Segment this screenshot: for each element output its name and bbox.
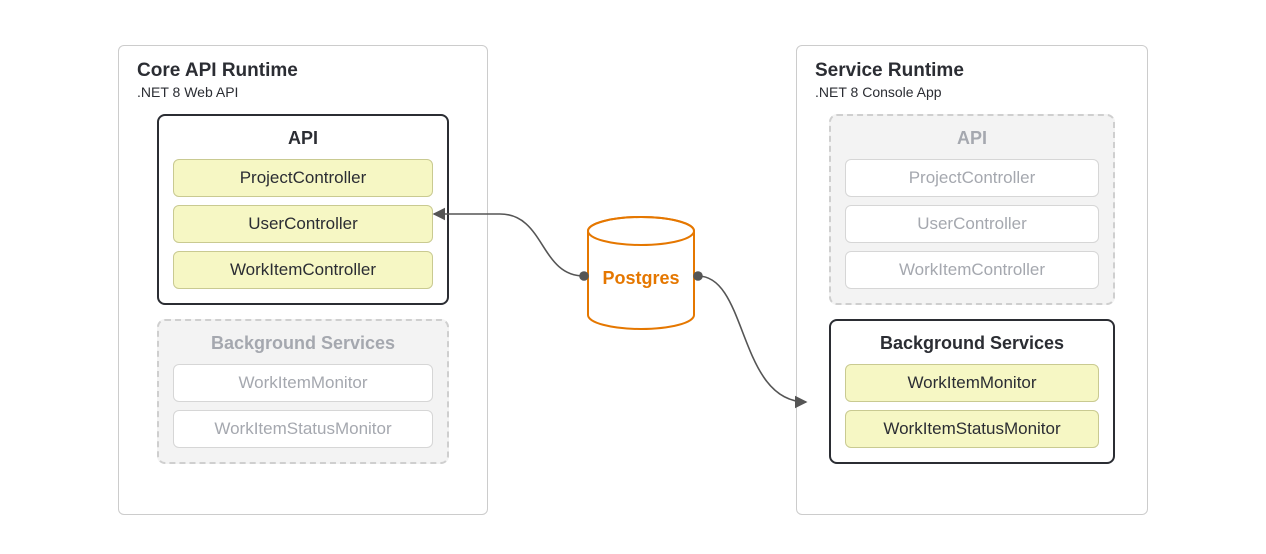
service-runtime-title: Service Runtime (815, 60, 1129, 82)
service-runtime-subtitle: .NET 8 Console App (815, 84, 1129, 100)
core-api-item-project: ProjectController (173, 159, 433, 197)
core-runtime-subtitle: .NET 8 Web API (137, 84, 469, 100)
database-label: Postgres (581, 268, 701, 289)
core-background-group: Background Services WorkItemMonitor Work… (157, 319, 449, 464)
service-api-item-user: UserController (845, 205, 1099, 243)
core-bg-item-statusmonitor: WorkItemStatusMonitor (173, 410, 433, 448)
core-api-group: API ProjectController UserController Wor… (157, 114, 449, 305)
core-api-runtime-box: Core API Runtime .NET 8 Web API API Proj… (118, 45, 488, 515)
service-api-group-title: API (845, 128, 1099, 149)
core-bg-item-monitor: WorkItemMonitor (173, 364, 433, 402)
service-background-group: Background Services WorkItemMonitor Work… (829, 319, 1115, 464)
service-bg-item-statusmonitor: WorkItemStatusMonitor (845, 410, 1099, 448)
core-api-group-title: API (173, 128, 433, 149)
service-bg-item-monitor: WorkItemMonitor (845, 364, 1099, 402)
service-api-item-project: ProjectController (845, 159, 1099, 197)
service-api-group: API ProjectController UserController Wor… (829, 114, 1115, 305)
core-api-item-user: UserController (173, 205, 433, 243)
service-runtime-box: Service Runtime .NET 8 Console App API P… (796, 45, 1148, 515)
core-api-item-workitem: WorkItemController (173, 251, 433, 289)
core-runtime-title: Core API Runtime (137, 60, 469, 82)
arrow-db-to-service (698, 276, 806, 402)
service-api-item-workitem: WorkItemController (845, 251, 1099, 289)
core-background-group-title: Background Services (173, 333, 433, 354)
service-background-group-title: Background Services (845, 333, 1099, 354)
